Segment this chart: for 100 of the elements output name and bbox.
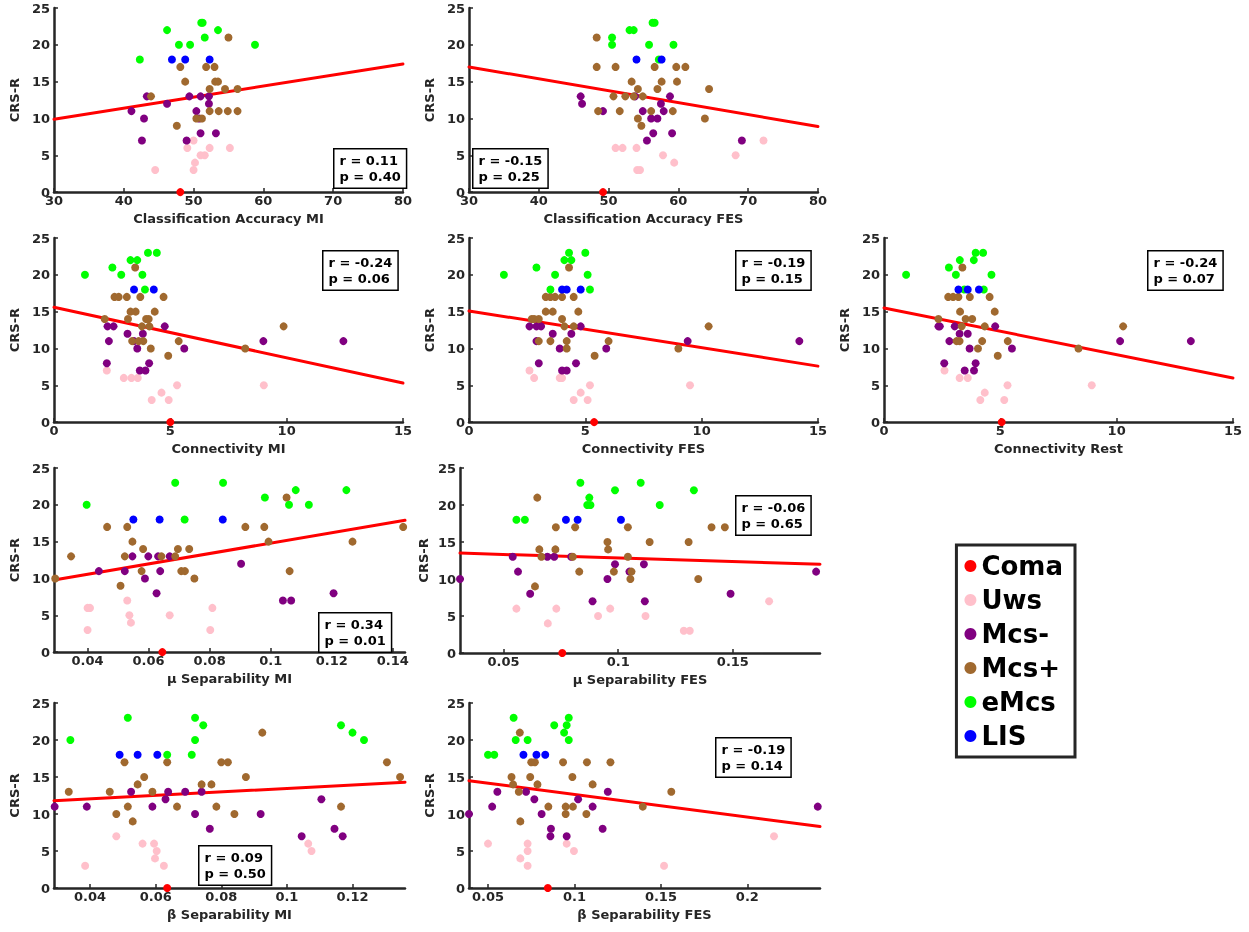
point bbox=[94, 567, 103, 576]
x-tick-label: 0.04 bbox=[74, 889, 107, 904]
point bbox=[224, 33, 233, 42]
point bbox=[317, 795, 326, 804]
point bbox=[181, 55, 190, 64]
point bbox=[512, 604, 521, 613]
point bbox=[968, 315, 977, 323]
point bbox=[548, 307, 557, 316]
point bbox=[104, 337, 113, 346]
annotation: r = -0.06 bbox=[741, 500, 806, 515]
point bbox=[182, 136, 191, 145]
point bbox=[618, 143, 627, 152]
point bbox=[508, 552, 517, 561]
x-tick-label: 5 bbox=[995, 423, 1005, 439]
x-tick-label: 15 bbox=[1223, 423, 1242, 439]
point bbox=[140, 114, 149, 123]
point bbox=[623, 552, 632, 561]
point bbox=[1003, 381, 1012, 390]
y-tick-label: 20 bbox=[31, 497, 50, 513]
point bbox=[117, 270, 126, 279]
point bbox=[559, 758, 568, 767]
point bbox=[965, 292, 974, 301]
point bbox=[259, 381, 268, 390]
point bbox=[963, 329, 972, 338]
point bbox=[278, 596, 287, 605]
y-tick-label: 25 bbox=[446, 695, 465, 711]
point bbox=[973, 344, 982, 353]
point bbox=[960, 366, 969, 375]
point bbox=[576, 322, 585, 331]
point bbox=[705, 85, 714, 93]
point bbox=[153, 750, 162, 759]
legend-label: Coma bbox=[981, 551, 1064, 581]
x-tick-label: 0.05 bbox=[471, 889, 505, 904]
point bbox=[534, 359, 543, 368]
point bbox=[592, 62, 601, 71]
point bbox=[285, 500, 294, 509]
point bbox=[551, 270, 560, 279]
point bbox=[499, 270, 508, 279]
point bbox=[569, 322, 578, 331]
point bbox=[668, 129, 677, 138]
x-axis-title: β Separability FES bbox=[577, 906, 712, 922]
point bbox=[565, 263, 574, 272]
point bbox=[737, 136, 746, 145]
point bbox=[172, 121, 181, 130]
point bbox=[82, 500, 91, 509]
y-tick-label: 15 bbox=[31, 534, 50, 550]
annotation: r = -0.24 bbox=[1153, 255, 1218, 270]
point bbox=[1000, 396, 1009, 405]
point bbox=[944, 263, 953, 272]
point bbox=[558, 649, 567, 657]
point bbox=[382, 758, 391, 767]
point bbox=[136, 292, 145, 301]
legend-label: Mcs+ bbox=[981, 653, 1060, 683]
point bbox=[588, 802, 597, 811]
point bbox=[535, 545, 544, 554]
point bbox=[795, 337, 804, 346]
point bbox=[185, 92, 194, 101]
point bbox=[615, 107, 624, 116]
point bbox=[659, 107, 668, 116]
point bbox=[604, 545, 613, 554]
point bbox=[1007, 344, 1016, 353]
point bbox=[606, 604, 615, 613]
point bbox=[120, 567, 129, 576]
point bbox=[241, 773, 250, 781]
point bbox=[100, 315, 109, 323]
point bbox=[940, 359, 949, 368]
point bbox=[126, 618, 135, 627]
point bbox=[526, 589, 535, 598]
point bbox=[560, 728, 569, 737]
point bbox=[991, 322, 1000, 331]
point bbox=[645, 40, 654, 49]
y-tick-label: 15 bbox=[437, 534, 456, 550]
point bbox=[112, 832, 121, 841]
point bbox=[51, 574, 60, 583]
point bbox=[174, 40, 183, 49]
point bbox=[143, 248, 152, 257]
point bbox=[180, 344, 189, 353]
point bbox=[598, 824, 607, 833]
point bbox=[532, 263, 541, 272]
point bbox=[220, 85, 229, 93]
point bbox=[700, 114, 709, 123]
point bbox=[627, 77, 636, 86]
y-tick-label: 10 bbox=[31, 806, 50, 822]
point bbox=[348, 537, 357, 546]
point bbox=[173, 802, 182, 811]
point bbox=[550, 552, 559, 561]
point bbox=[112, 810, 121, 818]
point bbox=[997, 418, 1006, 427]
point bbox=[520, 515, 529, 524]
point bbox=[954, 285, 963, 294]
point bbox=[119, 373, 128, 382]
point bbox=[985, 292, 994, 301]
point bbox=[667, 787, 676, 796]
point bbox=[581, 248, 590, 257]
point bbox=[546, 832, 555, 841]
point bbox=[163, 884, 172, 892]
point bbox=[546, 337, 555, 346]
point bbox=[297, 832, 306, 841]
point bbox=[575, 567, 584, 576]
point bbox=[199, 721, 208, 730]
